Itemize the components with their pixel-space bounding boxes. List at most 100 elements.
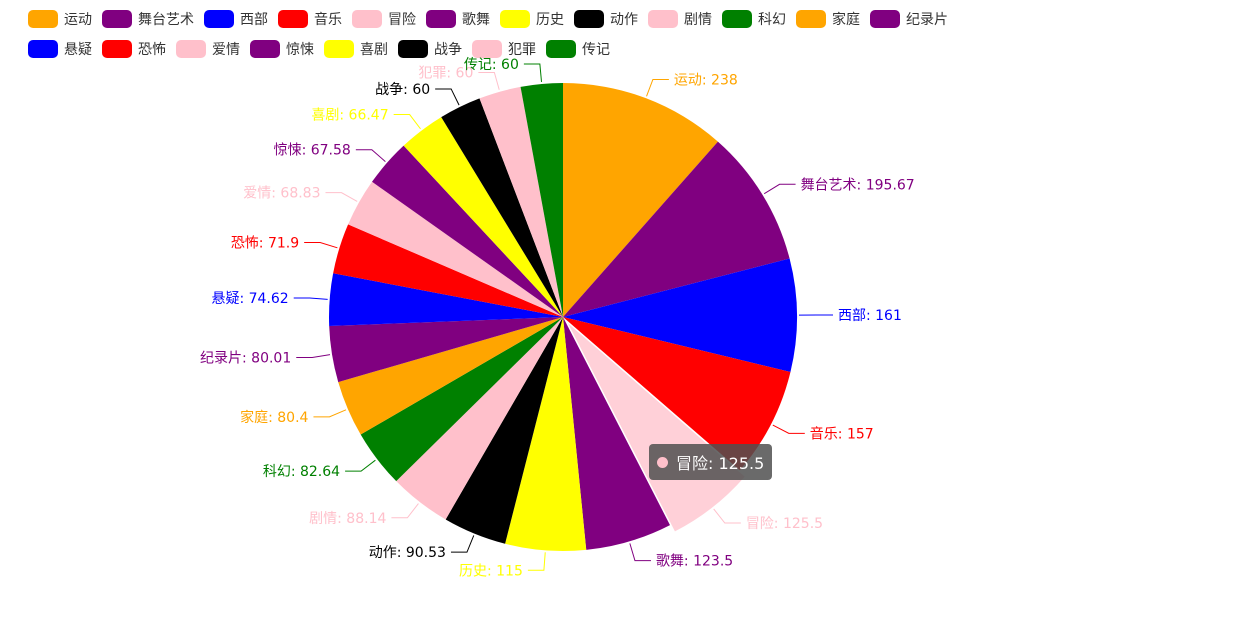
legend-label: 冒险	[388, 12, 416, 28]
slice-label: 喜剧: 66.47	[311, 108, 388, 124]
legend-label: 歌舞	[462, 12, 490, 28]
legend-item[interactable]: 纪录片	[870, 9, 948, 29]
label-leader-line	[304, 242, 338, 249]
pie-slice[interactable]	[563, 141, 790, 317]
legend-item[interactable]: 传记	[546, 39, 610, 59]
pie-slice[interactable]	[348, 181, 563, 317]
legend-item[interactable]: 动作	[574, 9, 638, 29]
pie-slice[interactable]	[441, 98, 563, 317]
slice-label: 舞台艺术: 195.67	[801, 177, 915, 193]
pie-slice[interactable]	[333, 224, 563, 317]
label-leader-line	[478, 71, 500, 90]
tooltip-text: 冒险: 125.5	[676, 454, 765, 473]
legend-swatch	[324, 40, 354, 58]
pie-slice[interactable]	[479, 86, 563, 317]
legend-item[interactable]: 运动	[28, 9, 92, 29]
legend-row: 悬疑 恐怖 爱情 惊悚 喜剧 战争 犯罪 传记	[28, 39, 1228, 59]
legend-item[interactable]: 历史	[500, 9, 564, 29]
legend-item[interactable]: 恐怖	[102, 39, 166, 59]
label-leader-line	[772, 424, 805, 434]
legend-item[interactable]: 爱情	[176, 39, 240, 59]
legend-row: 运动 舞台艺术 西部 音乐 冒险 歌舞 历史 动作 剧情 科幻 家庭 纪录片	[28, 9, 1228, 29]
legend-swatch	[28, 10, 58, 28]
tooltip-color-dot	[657, 456, 668, 468]
legend-label: 剧情	[684, 12, 712, 28]
label-leader-line	[325, 192, 358, 202]
legend-swatch	[426, 10, 456, 28]
legend-swatch	[102, 40, 132, 58]
label-leader-line	[391, 503, 419, 519]
legend-item[interactable]: 科幻	[722, 9, 786, 29]
legend-label: 惊悚	[286, 42, 314, 58]
label-leader-line	[527, 552, 546, 571]
pie-slice[interactable]	[563, 258, 797, 372]
slice-label: 冒险: 125.5	[746, 516, 823, 532]
legend-label: 纪录片	[906, 12, 948, 28]
pie-slice[interactable]	[563, 317, 671, 550]
label-leader-line	[713, 508, 741, 524]
pie-slice[interactable]	[445, 317, 563, 544]
legend-swatch	[870, 10, 900, 28]
label-leader-line	[646, 78, 669, 97]
legend-item[interactable]: 喜剧	[324, 39, 388, 59]
legend-item[interactable]: 战争	[398, 39, 462, 59]
legend-label: 舞台艺术	[138, 12, 194, 28]
legend-label: 科幻	[758, 12, 786, 28]
slice-label: 纪录片: 80.01	[200, 351, 291, 367]
legend-label: 悬疑	[64, 42, 92, 58]
slice-label: 家庭: 80.4	[240, 409, 308, 426]
pie-slice[interactable]	[372, 145, 563, 317]
pie-slice[interactable]	[396, 317, 563, 520]
legend-label: 动作	[610, 12, 638, 28]
legend-label: 传记	[582, 42, 610, 58]
legend-swatch	[398, 40, 428, 58]
slice-label: 恐怖: 71.9	[231, 235, 299, 252]
pie-slice[interactable]	[329, 273, 563, 327]
legend-item[interactable]: 冒险	[352, 9, 416, 29]
legend-item[interactable]: 剧情	[648, 9, 712, 29]
slice-label: 传记: 60	[464, 57, 519, 73]
legend-swatch	[472, 40, 502, 58]
legend-item[interactable]: 惊悚	[250, 39, 314, 59]
legend-swatch	[102, 10, 132, 28]
legend-item[interactable]: 歌舞	[426, 9, 490, 29]
legend-label: 喜剧	[360, 42, 388, 58]
legend-item[interactable]: 西部	[204, 9, 268, 29]
pie-slice[interactable]	[563, 317, 791, 471]
legend-swatch	[176, 40, 206, 58]
slice-label: 犯罪: 60	[418, 65, 473, 81]
legend-item[interactable]: 家庭	[796, 9, 860, 29]
legend-swatch	[352, 10, 382, 28]
slice-label: 歌舞: 123.5	[656, 554, 733, 570]
legend-swatch	[204, 10, 234, 28]
label-leader-line	[293, 297, 328, 300]
pie-slice[interactable]	[520, 83, 563, 317]
pie-slice[interactable]	[563, 83, 718, 317]
slice-label: 运动: 238	[674, 72, 738, 88]
label-leader-line	[355, 149, 386, 162]
legend-label: 犯罪	[508, 42, 536, 58]
legend-swatch	[546, 40, 576, 58]
legend-item[interactable]: 音乐	[278, 9, 342, 29]
legend-item[interactable]: 舞台艺术	[102, 9, 194, 29]
pie-slice[interactable]	[403, 117, 563, 318]
pie-slice[interactable]	[329, 317, 563, 383]
legend-label: 家庭	[832, 12, 860, 28]
slice-label: 爱情: 68.83	[243, 186, 320, 202]
slice-label: 历史: 115	[459, 563, 523, 579]
pie-slice[interactable]	[505, 317, 587, 551]
pie-slice[interactable]	[360, 317, 563, 482]
legend-item[interactable]: 悬疑	[28, 39, 92, 59]
legend-label: 运动	[64, 12, 92, 28]
label-leader-line	[296, 354, 331, 359]
tooltip: 冒险: 125.5	[649, 444, 773, 480]
slice-label: 悬疑: 74.62	[211, 291, 288, 307]
slice-label: 科幻: 82.64	[263, 464, 340, 480]
legend-swatch	[278, 10, 308, 28]
pie-slice[interactable]	[338, 317, 563, 435]
label-leader-line	[345, 459, 376, 472]
legend-swatch	[648, 10, 678, 28]
legend-label: 西部	[240, 12, 268, 28]
legend-item[interactable]: 犯罪	[472, 39, 536, 59]
